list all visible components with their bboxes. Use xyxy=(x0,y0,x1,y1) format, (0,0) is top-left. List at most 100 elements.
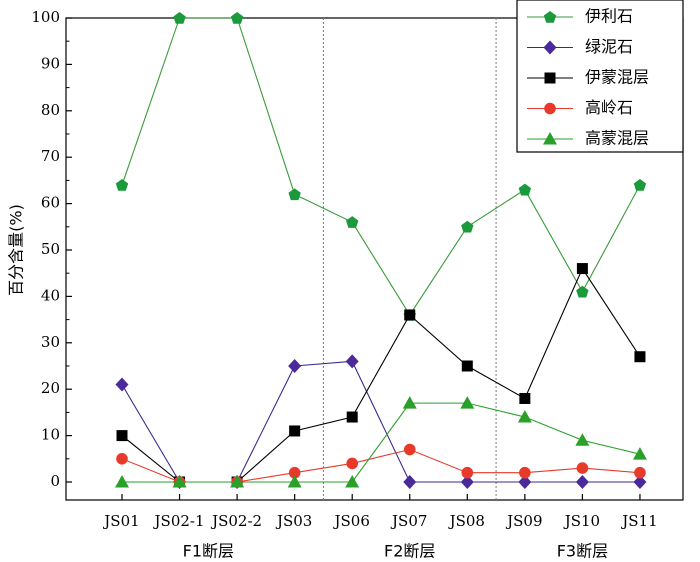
data-point xyxy=(345,354,359,369)
data-point xyxy=(461,466,474,479)
group-labels: F1断层 F2断层 F3断层 xyxy=(183,542,608,561)
legend-marker xyxy=(543,132,557,145)
data-point xyxy=(461,360,473,372)
data-point xyxy=(115,377,129,392)
group-label: F2断层 xyxy=(384,542,435,561)
x-tick-label: JS06 xyxy=(333,512,370,530)
legend-item: 伊利石 xyxy=(527,7,633,26)
data-point xyxy=(403,475,417,489)
data-point xyxy=(460,396,475,409)
group-label: F3断层 xyxy=(557,542,608,561)
data-point xyxy=(518,475,532,489)
data-point xyxy=(172,475,187,488)
y-tick-label: 30 xyxy=(41,333,60,351)
data-point xyxy=(288,466,301,479)
data-point xyxy=(634,466,646,479)
series-0 xyxy=(115,12,647,321)
series-layer xyxy=(115,12,647,489)
y-tick-label: 0 xyxy=(50,472,60,490)
legend-marker xyxy=(543,11,557,23)
data-point xyxy=(289,425,301,437)
legend-item: 高蒙混层 xyxy=(527,129,649,148)
data-point xyxy=(633,475,647,489)
legend-item: 伊蒙混层 xyxy=(527,68,649,87)
legend-label: 伊利石 xyxy=(585,7,633,26)
x-tick-label: JS03 xyxy=(275,512,312,530)
legend-marker xyxy=(544,72,556,84)
data-point xyxy=(461,220,474,233)
legend-label: 伊蒙混层 xyxy=(585,68,649,87)
data-point xyxy=(173,12,186,24)
legend-label: 绿泥石 xyxy=(585,37,633,56)
data-point xyxy=(403,443,416,456)
data-point xyxy=(518,183,532,196)
series-line xyxy=(121,267,641,483)
series-line xyxy=(122,402,641,483)
data-point xyxy=(230,12,244,24)
data-point xyxy=(576,263,588,275)
legend-label: 高岭石 xyxy=(585,98,633,117)
series-line xyxy=(121,360,640,483)
x-ticks: JS01 JS02-1 JS02-2 JS03 JS06 JS07 JS08 JS09 JS10… xyxy=(102,494,658,530)
series-line xyxy=(121,448,640,483)
data-point xyxy=(633,179,647,191)
group-label: F1断层 xyxy=(183,542,234,561)
data-point xyxy=(288,188,301,201)
y-tick-label: 80 xyxy=(41,101,60,119)
data-point xyxy=(402,396,417,409)
data-point xyxy=(519,392,531,404)
y-tick-label: 50 xyxy=(41,240,60,258)
legend-marker xyxy=(543,40,557,55)
data-point xyxy=(288,359,302,373)
data-point xyxy=(576,462,589,474)
legend-label: 高蒙混层 xyxy=(585,129,649,148)
y-tick-label: 90 xyxy=(41,54,60,72)
y-ticks: 0 10 20 30 40 50 60 70 80 90 100 xyxy=(31,8,72,490)
axes xyxy=(65,17,684,501)
data-point xyxy=(632,447,647,460)
x-tick-label: JS11 xyxy=(620,512,657,530)
data-point xyxy=(115,179,129,191)
group-dividers xyxy=(322,18,497,500)
legend-item: 绿泥石 xyxy=(527,37,633,56)
data-point xyxy=(230,475,245,488)
series-4 xyxy=(115,396,647,488)
x-tick-label: JS09 xyxy=(505,512,542,530)
data-point xyxy=(576,285,589,298)
legend-marker xyxy=(544,102,556,115)
data-point xyxy=(116,430,128,442)
x-tick-label: JS02-1 xyxy=(153,512,205,530)
data-point xyxy=(634,351,646,363)
data-point xyxy=(346,411,358,423)
data-point xyxy=(404,309,416,321)
y-tick-label: 20 xyxy=(41,379,60,397)
legend-item: 高岭石 xyxy=(527,98,633,117)
series-2 xyxy=(116,263,646,488)
series-line xyxy=(121,17,641,316)
data-point xyxy=(575,433,590,446)
y-tick-label: 60 xyxy=(41,194,60,212)
y-tick-label: 40 xyxy=(41,286,60,304)
y-tick-label: 100 xyxy=(31,8,60,26)
data-point xyxy=(346,216,359,228)
y-tick-label: 10 xyxy=(41,426,60,444)
data-point xyxy=(287,475,302,488)
y-axis-title: 百分含量(%) xyxy=(7,204,26,296)
data-point xyxy=(517,410,532,423)
x-tick-label: JS02-2 xyxy=(210,512,262,530)
x-tick-label: JS01 xyxy=(102,512,139,530)
series-3 xyxy=(116,443,646,488)
plot-frame xyxy=(65,17,684,501)
x-tick-label: JS10 xyxy=(563,512,600,530)
data-point xyxy=(519,466,531,479)
x-tick-label: JS08 xyxy=(448,512,485,530)
data-point xyxy=(575,475,589,489)
data-point xyxy=(460,475,474,489)
data-point xyxy=(346,457,359,470)
y-tick-label: 70 xyxy=(41,147,60,165)
x-tick-label: JS07 xyxy=(390,512,427,530)
data-point xyxy=(115,475,129,488)
data-point xyxy=(345,475,360,488)
